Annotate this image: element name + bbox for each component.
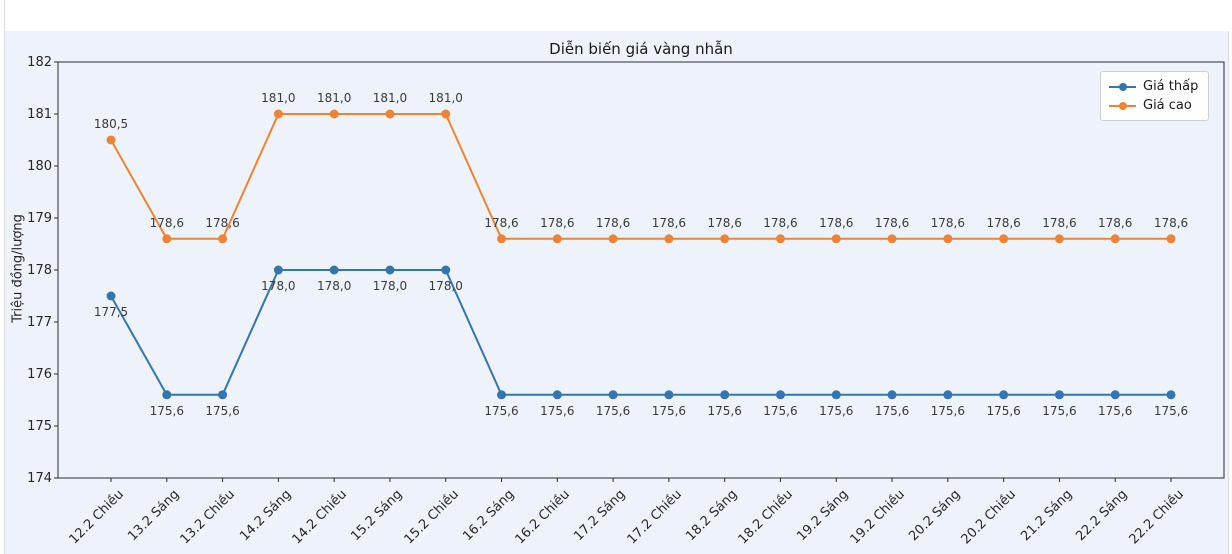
y-tick-label: 182 xyxy=(27,54,52,70)
data-point-value-label: 181,0 xyxy=(428,91,463,105)
data-point-value-label: 181,0 xyxy=(316,91,352,105)
data-point-value-label: 175,6 xyxy=(763,403,798,418)
data-point-value-label: 175,6 xyxy=(205,403,240,418)
data-point-value-label: 178,0 xyxy=(428,279,463,293)
data-point-value-label: 175,6 xyxy=(540,403,575,418)
data-point-value-label: 175,6 xyxy=(986,403,1021,418)
data-point-value-label: 175,6 xyxy=(484,403,519,418)
data-point-value-label: 175,6 xyxy=(819,403,854,418)
data-point-value-label: 178,6 xyxy=(149,215,184,230)
y-tick-label: 181 xyxy=(27,106,52,122)
data-point-value-label: 178,6 xyxy=(930,215,965,230)
line-marker-icon xyxy=(1109,101,1136,110)
legend-item-gia-thap: Giá thấp xyxy=(1109,77,1198,96)
left-edge-divider xyxy=(4,0,5,554)
data-point-value-label: 175,6 xyxy=(1098,403,1133,418)
data-point-value-label: 178,6 xyxy=(986,215,1021,230)
legend-label: Giá cao xyxy=(1143,98,1192,113)
data-point-value-label: 178,6 xyxy=(651,215,687,230)
data-point-value-label: 175,6 xyxy=(707,403,742,418)
right-edge-divider xyxy=(1228,31,1229,554)
y-tick-label: 174 xyxy=(27,470,52,486)
data-point-value-label: 175,6 xyxy=(874,403,910,418)
data-point-value-label: 178,6 xyxy=(1042,215,1077,230)
data-point-value-label: 178,6 xyxy=(595,215,631,230)
data-point-value-label: 178,6 xyxy=(540,215,575,230)
data-point-value-label: 178,6 xyxy=(707,215,742,230)
legend-item-gia-cao: Giá cao xyxy=(1109,96,1198,115)
data-point-value-label: 175,6 xyxy=(1042,403,1077,418)
data-point-value-label: 181,0 xyxy=(261,91,296,105)
data-point-value-label: 181,0 xyxy=(372,91,408,105)
line-marker-icon xyxy=(1109,82,1136,91)
data-point-value-label: 178,6 xyxy=(874,215,910,230)
data-point-value-label: 178,0 xyxy=(261,279,296,293)
data-point-value-label: 178,6 xyxy=(205,215,240,230)
y-tick-label: 177 xyxy=(27,314,52,330)
chart-figure xyxy=(5,31,1228,554)
chart-title: Diễn biến giá vàng nhẫn xyxy=(549,40,733,58)
data-point-value-label: 175,6 xyxy=(930,403,965,418)
legend: Giá thấp Giá cao xyxy=(1100,71,1210,121)
legend-label: Giá thấp xyxy=(1143,79,1199,94)
data-point-value-label: 178,6 xyxy=(1153,215,1189,230)
data-point-value-label: 175,6 xyxy=(595,403,631,418)
y-tick-label: 178 xyxy=(27,262,52,278)
data-point-value-label: 178,6 xyxy=(484,215,519,230)
y-tick-label: 176 xyxy=(27,366,52,382)
data-point-value-label: 178,0 xyxy=(316,279,352,293)
data-point-value-label: 178,6 xyxy=(1098,215,1133,230)
data-point-value-label: 177,5 xyxy=(93,305,129,319)
data-point-value-label: 178,6 xyxy=(763,215,798,230)
data-point-value-label: 178,6 xyxy=(819,215,854,230)
data-point-value-label: 175,6 xyxy=(149,403,184,418)
data-point-value-label: 175,6 xyxy=(651,403,687,418)
data-point-value-label: 180,5 xyxy=(93,117,129,131)
y-tick-label: 180 xyxy=(27,158,52,174)
y-tick-label: 179 xyxy=(27,210,52,226)
data-point-value-label: 178,0 xyxy=(372,279,408,293)
data-point-value-label: 175,6 xyxy=(1153,403,1189,418)
y-tick-label: 175 xyxy=(27,418,52,434)
